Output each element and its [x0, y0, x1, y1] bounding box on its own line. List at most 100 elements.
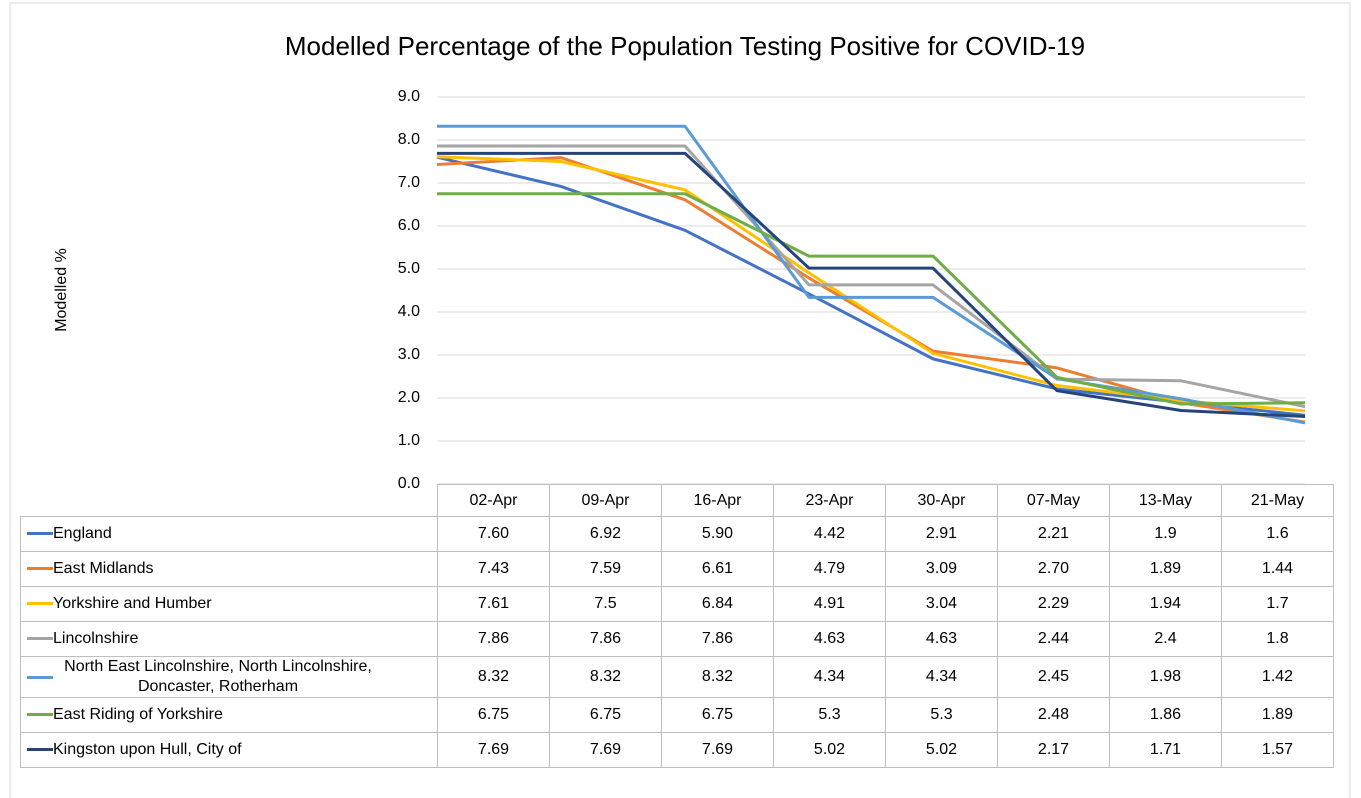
table-value: 1.44 — [1221, 551, 1334, 587]
table-value: 2.91 — [885, 516, 998, 552]
table-row: East Riding of Yorkshire 6.75 6.75 6.75 5.3 5… — [20, 697, 1334, 733]
series-line — [437, 144, 1306, 409]
table-row: Lincolnshire 7.86 7.86 7.86 4.63 4.63 2.44 2.4 1… — [20, 621, 1334, 657]
series-line — [437, 124, 1306, 425]
table-value: 2.45 — [997, 656, 1110, 698]
table-row: England 7.60 6.92 5.90 4.42 2.91 2.21 1.9 1.6 — [20, 516, 1334, 552]
table-value: 1.98 — [1109, 656, 1222, 698]
table-value: 6.75 — [661, 697, 774, 733]
table-value: 2.44 — [997, 621, 1110, 657]
legend-swatch — [27, 675, 53, 679]
table-value: 6.84 — [661, 586, 774, 622]
legend-entry: North East Lincolnshire, North Lincolnsh… — [20, 656, 438, 698]
table-value: 5.3 — [885, 697, 998, 733]
table-value: 2.21 — [997, 516, 1110, 552]
legend-swatch — [27, 637, 53, 641]
series-line — [437, 192, 1306, 406]
table-value: 1.71 — [1109, 732, 1222, 768]
table-value: 3.04 — [885, 586, 998, 622]
table-value: 7.86 — [661, 621, 774, 657]
legend-swatch — [27, 748, 53, 752]
table-value: 4.42 — [773, 516, 886, 552]
table-value: 2.29 — [997, 586, 1110, 622]
y-tick-label: 1.0 — [398, 432, 420, 449]
legend-label: Lincolnshire — [53, 629, 139, 647]
legend-label: North East Lincolnshire, North Lincolnsh… — [64, 658, 372, 695]
legend-entry: East Riding of Yorkshire — [20, 697, 438, 733]
x-tick-label: 30-Apr — [885, 484, 998, 517]
chart-title: Modelled Percentage of the Population Te… — [285, 31, 1085, 61]
data-table: 02-Apr 09-Apr 16-Apr 23-Apr 30-Apr 07-May 13-M… — [20, 484, 1334, 768]
table-value: 7.43 — [437, 551, 550, 587]
table-value: 7.69 — [437, 732, 550, 768]
table-value: 2.70 — [997, 551, 1110, 587]
legend-entry: England — [20, 516, 438, 552]
legend-swatch — [27, 532, 53, 536]
table-value: 1.42 — [1221, 656, 1334, 698]
table-value: 5.3 — [773, 697, 886, 733]
table-value: 7.59 — [549, 551, 662, 587]
x-tick-label: 21-May — [1221, 484, 1334, 517]
table-value: 1.7 — [1221, 586, 1334, 622]
table-value: 1.86 — [1109, 697, 1222, 733]
table-value: 7.69 — [549, 732, 662, 768]
x-tick-label: 23-Apr — [773, 484, 886, 517]
table-value: 4.34 — [885, 656, 998, 698]
table-value: 1.57 — [1221, 732, 1334, 768]
table-value: 7.86 — [549, 621, 662, 657]
table-value: 5.02 — [885, 732, 998, 768]
legend-entry: East Midlands — [20, 551, 438, 587]
table-value: 2.4 — [1109, 621, 1222, 657]
table-value: 6.75 — [549, 697, 662, 733]
table-value: 8.32 — [661, 656, 774, 698]
series-line — [436, 156, 1306, 424]
table-value: 4.91 — [773, 586, 886, 622]
y-tick-label: 3.0 — [398, 346, 420, 363]
y-tick-label: 4.0 — [398, 303, 420, 320]
table-value: 5.02 — [773, 732, 886, 768]
legend-swatch — [27, 567, 53, 571]
chart-border — [9, 2, 1351, 798]
legend-entry: Yorkshire and Humber — [20, 586, 438, 622]
y-tick-label: 2.0 — [398, 389, 420, 406]
y-tick-label: 5.0 — [398, 260, 420, 277]
legend-label: Yorkshire and Humber — [53, 594, 212, 612]
x-tick-label: 09-Apr — [549, 484, 662, 517]
y-tick-label: 8.0 — [398, 131, 420, 148]
legend-label: England — [53, 524, 112, 542]
legend-entry: Kingston upon Hull, City of — [20, 732, 438, 768]
legend-label: East Riding of Yorkshire — [53, 705, 223, 723]
table-value: 7.61 — [437, 586, 550, 622]
y-tick-label: 7.0 — [398, 174, 420, 191]
table-value: 2.48 — [997, 697, 1110, 733]
table-value: 6.92 — [549, 516, 662, 552]
table-value: 1.8 — [1221, 621, 1334, 657]
table-value: 6.61 — [661, 551, 774, 587]
table-value: 7.5 — [549, 586, 662, 622]
y-tick-label: 6.0 — [398, 217, 420, 234]
legend-label: East Midlands — [53, 559, 154, 577]
table-value: 4.63 — [773, 621, 886, 657]
table-value: 8.32 — [549, 656, 662, 698]
blank-cell — [20, 484, 438, 517]
legend-swatch — [27, 602, 53, 606]
x-tick-label: 02-Apr — [437, 484, 550, 517]
table-value: 7.60 — [437, 516, 550, 552]
legend-swatch — [27, 713, 53, 717]
table-header-row: 02-Apr 09-Apr 16-Apr 23-Apr 30-Apr 07-May 13-M… — [20, 484, 1334, 517]
x-tick-label: 16-Apr — [661, 484, 774, 517]
table-value: 6.75 — [437, 697, 550, 733]
x-tick-label: 07-May — [997, 484, 1110, 517]
y-tick-label: 9.0 — [398, 88, 420, 105]
table-value: 2.17 — [997, 732, 1110, 768]
table-value: 3.09 — [885, 551, 998, 587]
table-row: East Midlands 7.43 7.59 6.61 4.79 3.09 2.70 1.8… — [20, 551, 1334, 587]
table-value: 1.9 — [1109, 516, 1222, 552]
legend-entry: Lincolnshire — [20, 621, 438, 657]
legend-label: Kingston upon Hull, City of — [53, 740, 242, 758]
table-value: 1.94 — [1109, 586, 1222, 622]
table-value: 5.90 — [661, 516, 774, 552]
y-axis-label: Modelled % — [53, 248, 70, 332]
